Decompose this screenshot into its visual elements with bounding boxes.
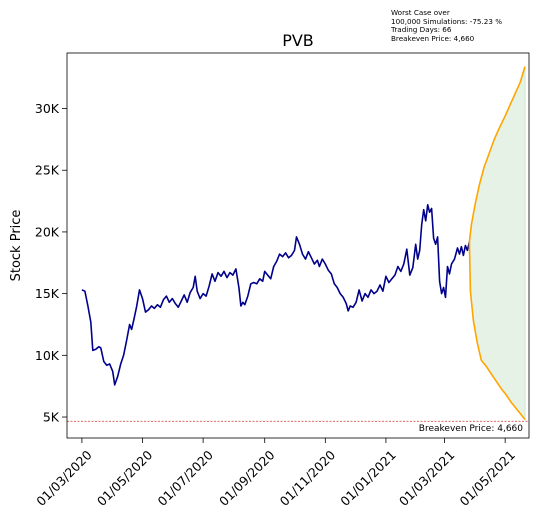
projection-upper-line bbox=[468, 66, 526, 242]
breakeven-label: Breakeven Price: 4,660 bbox=[419, 424, 523, 434]
worst-case-line1: Worst Case over bbox=[391, 8, 450, 17]
x-tick-label: 01/09/2020 bbox=[216, 447, 278, 509]
plot-frame bbox=[66, 52, 530, 439]
y-axis-label: Stock Price bbox=[9, 210, 24, 282]
x-tick-label: 01/11/2020 bbox=[277, 447, 339, 509]
y-tick-label: 20K bbox=[35, 224, 60, 239]
worst-case-line2: 100,000 Simulations: -75.23 % bbox=[391, 16, 503, 26]
trading-days: Trading Days: 66 bbox=[391, 25, 452, 35]
y-tick-label: 5K bbox=[43, 410, 60, 425]
history-line bbox=[81, 204, 471, 386]
y-axis: 5K 10K 15K 20K 25K 30K bbox=[35, 101, 67, 425]
x-tick-label: 01/05/2021 bbox=[457, 447, 519, 509]
x-tick-label: 01/03/2021 bbox=[396, 447, 458, 509]
x-tick-label: 01/03/2020 bbox=[33, 447, 95, 509]
chart-title: PVB bbox=[282, 31, 314, 50]
y-tick-label: 10K bbox=[35, 348, 60, 363]
x-tick-label: 01/07/2020 bbox=[154, 447, 216, 509]
x-axis: 01/03/2020 01/05/2020 01/07/2020 01/09/2020… bbox=[33, 438, 518, 509]
y-tick-label: 15K bbox=[35, 286, 60, 301]
projection-band bbox=[468, 66, 526, 421]
y-tick-label: 30K bbox=[35, 101, 60, 116]
y-tick-label: 25K bbox=[35, 163, 60, 178]
x-tick-label: 01/05/2020 bbox=[94, 447, 156, 509]
simulation-info: Worst Case over 100,000 Simulations: -75… bbox=[391, 8, 503, 43]
breakeven-info: Breakeven Price: 4,660 bbox=[391, 33, 475, 43]
projection-lower-line bbox=[468, 241, 526, 420]
x-tick-label: 01/01/2021 bbox=[337, 447, 399, 509]
